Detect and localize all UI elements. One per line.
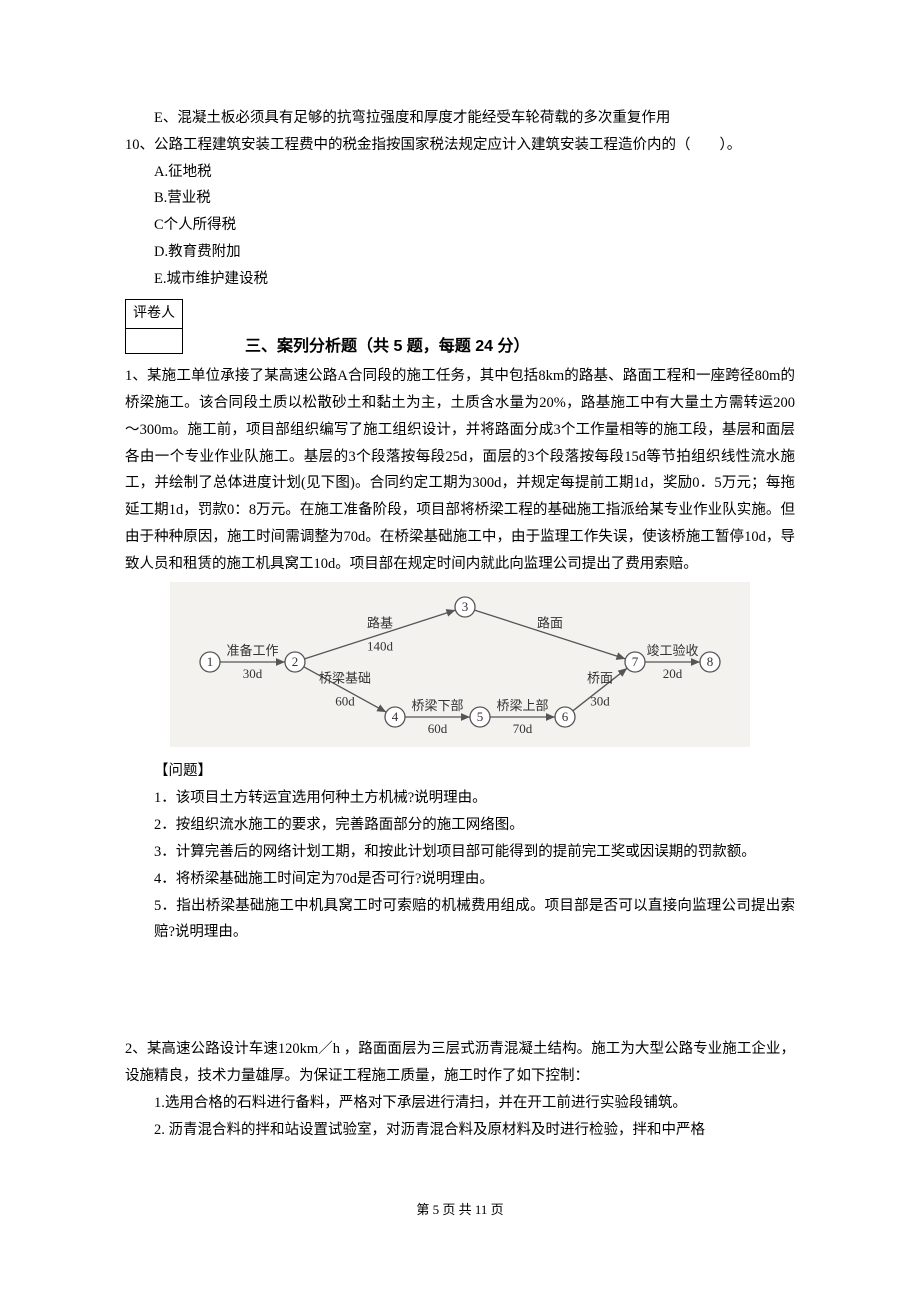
s3q1-q1: 1．该项目土方转运宜选用何种土方机械?说明理由。 <box>125 785 795 812</box>
q10-opt-c: C个人所得税 <box>154 212 795 239</box>
svg-text:4: 4 <box>392 709 399 724</box>
s3q1-questions-label: 【问题】 <box>125 758 795 785</box>
q10-opt-b: B.营业税 <box>154 185 795 212</box>
svg-text:桥面: 桥面 <box>587 670 613 685</box>
section3-title: 三、案列分析题（共 5 题，每题 24 分） <box>125 332 795 364</box>
svg-text:6: 6 <box>562 709 569 724</box>
svg-text:桥梁下部: 桥梁下部 <box>411 698 463 713</box>
svg-text:桥梁上部: 桥梁上部 <box>496 698 548 713</box>
grader-label-cell: 评卷人 <box>126 299 183 328</box>
svg-text:竣工验收: 竣工验收 <box>646 643 698 658</box>
svg-text:路基: 路基 <box>367 615 393 630</box>
svg-text:2: 2 <box>292 654 299 669</box>
svg-text:20d: 20d <box>663 666 683 681</box>
svg-text:5: 5 <box>477 709 484 724</box>
q10-stem: 10、公路工程建筑安装工程费中的税金指按国家税法规定应计入建筑安装工程造价内的（… <box>125 132 795 159</box>
page-footer: 第 5 页 共 11 页 <box>125 1198 795 1222</box>
svg-text:140d: 140d <box>367 638 394 653</box>
svg-text:70d: 70d <box>513 721 533 736</box>
s3q2-item1: 1.选用合格的石料进行备料，严格对下承层进行清扫，并在开工前进行实验段铺筑。 <box>125 1090 795 1117</box>
svg-text:30d: 30d <box>243 666 263 681</box>
svg-text:30d: 30d <box>590 693 610 708</box>
q10-opt-e: E.城市维护建设税 <box>154 266 795 293</box>
network-svg: 准备工作 30d 路基 140d 路面竣工验收 20d 桥梁基础 60d 桥梁下部 60d 桥梁上部… <box>170 582 750 747</box>
svg-text:准备工作: 准备工作 <box>226 643 278 658</box>
s3q1-q5: 5．指出桥梁基础施工中机具窝工时可索赔的机械费用组成。项目部是否可以直接向监理公… <box>125 893 795 947</box>
q10-options: A.征地税 B.营业税 C个人所得税 D.教育费附加 E.城市维护建设税 <box>125 159 795 293</box>
s3q2-item2: 2. 沥青混合料的拌和站设置试验室，对沥青混合料及原材料及时进行检验，拌和中严格 <box>125 1117 795 1144</box>
svg-text:桥梁基础: 桥梁基础 <box>319 670 371 685</box>
grader-table: 评卷人 <box>125 299 183 354</box>
q10-opt-d: D.教育费附加 <box>154 239 795 266</box>
svg-text:8: 8 <box>707 654 714 669</box>
q10-opt-a: A.征地税 <box>154 159 795 186</box>
prev-option-e: E、混凝土板必须具有足够的抗弯拉强度和厚度才能经受车轮荷载的多次重复作用 <box>125 105 795 132</box>
s3q1-q3: 3．计算完善后的网络计划工期，和按此计划项目部可能得到的提前完工奖或因误期的罚款… <box>125 839 795 866</box>
s3q1-q2: 2．按组织流水施工的要求，完善路面部分的施工网络图。 <box>125 812 795 839</box>
svg-text:1: 1 <box>207 654 214 669</box>
s3q1-q4: 4．将桥梁基础施工时间定为70d是否可行?说明理由。 <box>125 866 795 893</box>
s3q1-body: 1、某施工单位承接了某高速公路A合同段的施工任务，其中包括8km的路基、路面工程… <box>125 363 795 578</box>
svg-text:路面: 路面 <box>537 615 563 630</box>
network-diagram: 准备工作 30d 路基 140d 路面竣工验收 20d 桥梁基础 60d 桥梁下部 60d 桥梁上部… <box>125 582 795 757</box>
svg-text:7: 7 <box>632 654 639 669</box>
svg-text:3: 3 <box>462 599 469 614</box>
svg-text:60d: 60d <box>335 693 355 708</box>
grader-empty-cell <box>126 328 183 353</box>
s3q2-body: 2、某高速公路设计车速120km／h ，路面面层为三层式沥青混凝土结构。施工为大… <box>125 1036 795 1090</box>
svg-text:60d: 60d <box>428 721 448 736</box>
